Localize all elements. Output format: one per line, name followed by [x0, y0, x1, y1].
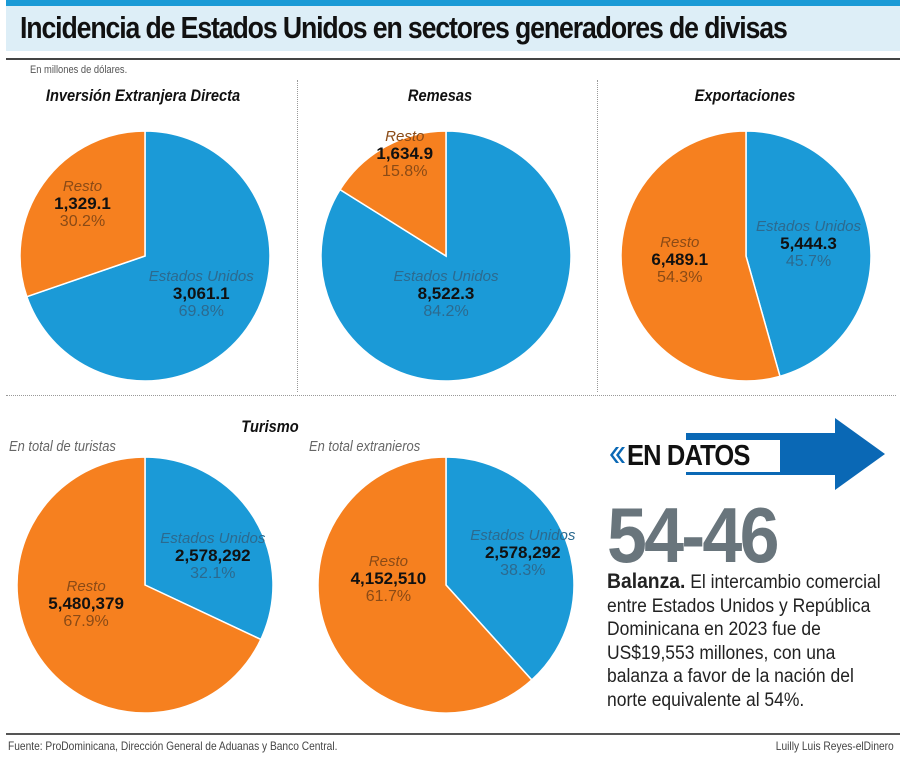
row-divider: [6, 395, 896, 396]
pie-chart: [320, 130, 572, 382]
slice-percent: 67.9%: [63, 613, 109, 631]
pie-slice-estados-unidos: [144, 456, 274, 641]
en-datos-label: EN DATOS: [627, 440, 750, 472]
slice-label-resto: Resto 4,152,510 61.7%: [351, 553, 427, 606]
section-title-turismo: Turismo: [241, 417, 299, 436]
slice-value: 8,522.3: [417, 283, 475, 303]
big-number: 54-46: [607, 491, 779, 579]
column-divider: [297, 80, 298, 392]
slice-name: Estados Unidos: [393, 267, 499, 285]
en-datos-lead: Balanza.: [607, 570, 686, 593]
chart-subtitle-turistas: En total de turistas: [9, 438, 116, 455]
slice-percent: 84.2%: [423, 302, 469, 320]
slice-percent: 69.8%: [178, 302, 224, 320]
pie-slice-estados-unidos: [745, 130, 872, 378]
chevron-left-icon: [616, 447, 625, 463]
slice-name: Resto: [385, 127, 425, 145]
en-datos-label-bg: [600, 440, 780, 472]
pie-slice-resto: [620, 130, 781, 382]
slice-name: Resto: [660, 233, 700, 251]
title-banner: [6, 6, 900, 51]
en-datos-arrow: [600, 418, 885, 490]
slice-name: Resto: [66, 578, 106, 596]
slice-percent: 30.2%: [59, 212, 106, 230]
chart-title-exportaciones: Exportaciones: [694, 86, 796, 105]
slice-value: 2,578,292: [175, 545, 251, 565]
chevron-left-icon: [610, 447, 619, 463]
pie-chart: [16, 456, 274, 714]
chart-title-ied: Inversión Extranjera Directa: [45, 86, 241, 105]
slice-name: Resto: [368, 552, 408, 570]
en-datos-text: Balanza. El intercambio comercial entre …: [607, 570, 892, 712]
slice-label-estados-unidos: Estados Unidos 2,578,292 32.1%: [160, 530, 265, 583]
slice-value: 5,444.3: [780, 233, 837, 253]
slice-label-resto: Resto 1,329.1 30.2%: [54, 178, 111, 231]
slice-label-resto: Resto 1,634.9 15.8%: [376, 128, 433, 181]
slice-percent: 45.7%: [785, 252, 832, 270]
chart-subtitle-extranjeros: En total extranieros: [309, 438, 421, 455]
pie-slice-estados-unidos: [25, 130, 271, 382]
slice-label-resto: Resto 5,480,379 67.9%: [48, 578, 124, 631]
pie-slice-resto: [16, 456, 262, 714]
top-accent-bar: [6, 0, 900, 6]
slice-label-estados-unidos: Estados Unidos 5,444.3 45.7%: [756, 218, 861, 271]
unit-note: En millones de dólares.: [30, 64, 128, 76]
slice-value: 4,152,510: [350, 568, 427, 588]
footer-source: Fuente: ProDominicana, Dirección General…: [8, 739, 338, 753]
footer-rule: [6, 733, 900, 735]
title-rule: [6, 58, 900, 60]
pie-chart: [620, 130, 872, 382]
page-title: Incidencia de Estados Unidos en sectores…: [20, 10, 788, 45]
pie-chart: [19, 130, 271, 382]
slice-value: 3,061.1: [172, 283, 230, 303]
slice-name: Estados Unidos: [160, 529, 266, 547]
chart-title-remesas: Remesas: [407, 86, 473, 105]
footer-credit: Luilly Luis Reyes-elDinero: [776, 739, 894, 753]
slice-label-estados-unidos: Estados Unidos 8,522.3 84.2%: [393, 268, 498, 321]
slice-value: 5,480,379: [48, 594, 124, 614]
slice-percent: 61.7%: [365, 587, 412, 605]
slice-percent: 32.1%: [190, 564, 236, 582]
slice-label-resto: Resto 6,489.1 54.3%: [651, 234, 708, 287]
slice-name: Estados Unidos: [470, 527, 576, 544]
slice-value: 2,578,292: [484, 543, 561, 562]
pie-chart: [317, 456, 575, 714]
pie-slice-resto: [19, 130, 146, 298]
en-datos-body: El intercambio comercial entre Estados U…: [607, 572, 881, 711]
slice-value: 1,634.9: [376, 143, 434, 163]
slice-value: 1,329.1: [54, 193, 111, 213]
pie-slice-resto: [317, 456, 533, 714]
slice-percent: 38.3%: [500, 562, 546, 579]
column-divider: [597, 80, 598, 392]
slice-name: Estados Unidos: [755, 217, 862, 235]
slice-percent: 15.8%: [382, 162, 428, 180]
pie-slice-resto: [339, 130, 447, 258]
slice-value: 6,489.1: [651, 249, 709, 269]
pie-slice-estados-unidos: [445, 456, 575, 682]
slice-percent: 54.3%: [657, 268, 703, 286]
slice-label-estados-unidos: Estados Unidos 2,578,292 38.3%: [470, 527, 575, 580]
slice-name: Estados Unidos: [148, 267, 254, 285]
slice-label-estados-unidos: Estados Unidos 3,061.1 69.8%: [149, 268, 254, 321]
slice-name: Resto: [62, 177, 103, 195]
